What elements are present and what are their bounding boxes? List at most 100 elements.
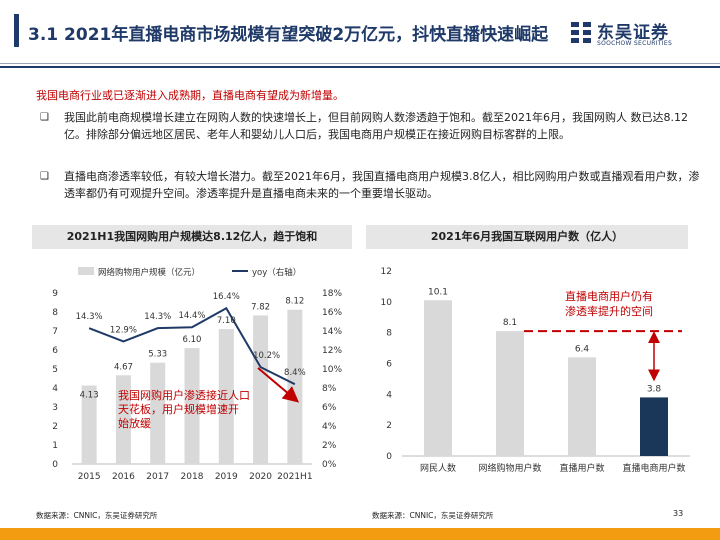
yoy-value-label: 14.4%	[178, 311, 205, 321]
bar	[287, 309, 303, 464]
bar-value-label: 7.82	[251, 302, 270, 312]
logo-text-cn: 东吴证券	[597, 23, 669, 43]
yoy-value-label: 14.3%	[76, 312, 103, 322]
bar-value-label: 4.13	[80, 391, 99, 401]
logo-text-en: SOOCHOW SECURITIES	[597, 40, 673, 47]
y-left-tick-label: 4	[52, 384, 58, 394]
x-tick-label: 2020	[249, 472, 272, 482]
yoy-value-label: 16.4%	[213, 292, 240, 302]
annotation-arrow	[257, 367, 300, 403]
bar	[568, 357, 596, 456]
bar-value-label: 4.67	[114, 362, 133, 372]
annotation-line: 渗透率提升的空间	[565, 304, 653, 318]
y-right-tick-label: 14%	[322, 327, 342, 337]
chart-annotation: 直播电商用户仍有渗透率提升的空间	[565, 289, 653, 318]
bar	[184, 348, 200, 464]
chart-annotation: 我国网购用户渗透接近人口天花板，用户规模增速开始放缓	[118, 388, 250, 430]
bar	[424, 300, 452, 456]
annotation-line: 始放缓	[118, 416, 151, 430]
y-tick-label: 8	[386, 329, 392, 339]
y-left-tick-label: 1	[52, 441, 58, 451]
annotation-line: 直播电商用户仍有	[565, 289, 653, 303]
y-right-tick-label: 18%	[322, 289, 342, 299]
y-left-tick-label: 3	[52, 403, 58, 413]
bullet-text: 我国此前电商规模增长建立在网购人数的快速增长上，但目前网购人数渗透趋于饱和。截至…	[64, 111, 688, 141]
bar-value-label: 10.1	[428, 287, 448, 297]
bar-value-label: 6.10	[183, 335, 202, 345]
y-right-tick-label: 2%	[322, 441, 337, 451]
legend-bar-swatch	[78, 267, 94, 275]
logo-mark-icon	[571, 22, 591, 43]
y-tick-label: 12	[381, 267, 392, 277]
y-right-tick-label: 8%	[322, 384, 337, 394]
bullet-text: 直播电商渗透率较低，有较大增长潜力。截至2021年6月，我国直播电商用户规模3.…	[64, 170, 700, 200]
y-right-tick-label: 4%	[322, 422, 337, 432]
yoy-value-label: 8.4%	[284, 368, 306, 378]
x-tick-label: 2019	[215, 472, 238, 482]
x-tick-label: 2021H1	[277, 472, 312, 482]
x-tick-label: 直播电商用户数	[622, 462, 685, 474]
bar	[150, 362, 166, 464]
header: 3.1 2021年直播电商市场规模有望突破2万亿元，抖快直播快速崛起 东吴证券 …	[0, 0, 720, 62]
bar	[218, 329, 234, 464]
bar	[640, 397, 668, 456]
x-tick-label: 网络购物用户数	[478, 462, 541, 474]
y-left-tick-label: 6	[52, 346, 58, 356]
bullet-mark-icon: ❑	[40, 171, 49, 182]
header-divider-thick	[0, 66, 720, 68]
bar	[253, 315, 269, 464]
y-right-tick-label: 16%	[322, 308, 342, 318]
title-accent-bar	[14, 14, 19, 47]
annotation-line: 我国网购用户渗透接近人口	[118, 388, 250, 402]
bar-value-label: 3.8	[647, 384, 662, 394]
right-chart-heading: 2021年6月我国互联网用户数（亿人）	[366, 225, 688, 249]
x-tick-label: 2017	[146, 472, 169, 482]
bar-value-label: 8.12	[285, 297, 304, 307]
y-left-tick-label: 2	[52, 422, 58, 432]
bar-value-label: 6.4	[575, 344, 590, 354]
x-tick-label: 直播用户数	[559, 462, 604, 474]
bar	[115, 375, 131, 464]
bar-value-label: 7.10	[217, 316, 236, 326]
page-title: 3.1 2021年直播电商市场规模有望突破2万亿元，抖快直播快速崛起	[28, 25, 549, 45]
left-data-source: 数据来源：CNNIC，东吴证券研究所	[36, 511, 158, 520]
bar-value-label: 8.1	[503, 318, 517, 328]
intro-statement: 我国电商行业或已逐渐进入成熟期，直播电商有望成为新增量。	[36, 89, 344, 102]
y-left-tick-label: 8	[52, 308, 58, 318]
y-tick-label: 4	[386, 390, 392, 400]
yoy-line	[88, 306, 296, 386]
y-tick-label: 0	[386, 452, 392, 462]
bar	[496, 331, 524, 456]
y-tick-label: 2	[386, 421, 392, 431]
footer-accent-bar	[0, 528, 720, 540]
legend-bar-label: 网络购物用户规模（亿元）	[98, 267, 200, 278]
left-chart-heading: 2021H1我国网购用户规模达8.12亿人，趋于饱和	[32, 225, 352, 249]
bar	[81, 385, 97, 464]
right-data-source: 数据来源：CNNIC，东吴证券研究所	[372, 511, 494, 520]
x-tick-label: 网民人数	[420, 462, 456, 474]
company-logo: 东吴证券 SOOCHOW SECURITIES	[569, 18, 689, 50]
page-number: 33	[673, 509, 684, 518]
x-tick-label: 2016	[112, 472, 135, 482]
x-tick-label: 2018	[181, 472, 204, 482]
annotation-line: 天花板，用户规模增速开	[118, 402, 239, 416]
header-divider-thin	[0, 63, 720, 64]
y-tick-label: 6	[386, 360, 392, 370]
yoy-value-label: 12.9%	[110, 325, 137, 335]
yoy-value-label: 14.3%	[144, 312, 171, 322]
y-left-tick-label: 5	[52, 365, 58, 375]
y-left-tick-label: 9	[52, 289, 58, 299]
bar-value-label: 5.33	[148, 350, 167, 360]
x-tick-label: 2015	[78, 472, 101, 482]
y-tick-label: 10	[381, 298, 393, 308]
y-right-tick-label: 0%	[322, 460, 337, 470]
bullet-mark-icon: ❑	[40, 112, 49, 123]
legend-line-label: yoy（右轴）	[252, 267, 301, 278]
y-right-tick-label: 6%	[322, 403, 337, 413]
left-chart: 网络购物用户规模（亿元） yoy（右轴） 0 1 2 3 4 5 6 7 8 9 0% 2% 4% 6% 8% 1…	[52, 267, 342, 482]
yoy-value-label: 10.2%	[253, 351, 280, 361]
y-right-tick-label: 10%	[322, 365, 342, 375]
y-left-tick-label: 0	[52, 460, 58, 470]
y-left-tick-label: 7	[52, 327, 58, 337]
y-right-tick-label: 12%	[322, 346, 342, 356]
